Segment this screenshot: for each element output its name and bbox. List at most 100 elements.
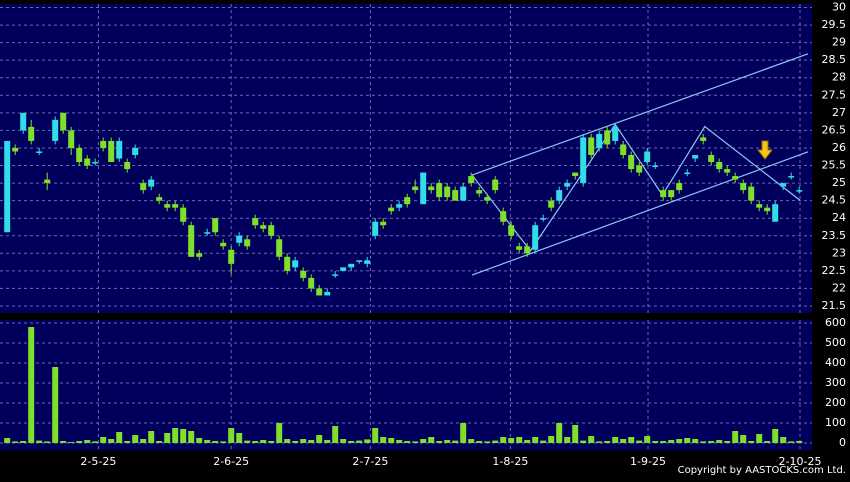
candle-body bbox=[668, 190, 675, 198]
volume-bar bbox=[628, 437, 635, 443]
volume-bar bbox=[524, 440, 531, 443]
candle-body bbox=[236, 235, 243, 243]
volume-bar bbox=[444, 440, 451, 443]
volume-bar bbox=[764, 441, 771, 443]
label-layer: 21.5 22 22.5 23 23.5 24 24.5 25 25.5 26 26.5 27 27.5… bbox=[80, 1, 846, 468]
candle-body bbox=[676, 183, 683, 191]
volume-bar bbox=[532, 437, 539, 443]
candle-body bbox=[756, 204, 763, 208]
volume-bar bbox=[732, 431, 739, 443]
volume-bar bbox=[276, 423, 283, 443]
y2-tick-label: 600 bbox=[825, 316, 846, 329]
volume-bar bbox=[580, 440, 587, 443]
candle-body bbox=[692, 154, 699, 159]
candle-body bbox=[108, 140, 115, 163]
candle-body bbox=[164, 204, 171, 208]
volume-bar bbox=[188, 431, 195, 443]
volume-bar bbox=[652, 441, 659, 443]
volume-bar bbox=[420, 439, 427, 443]
candle-body bbox=[116, 140, 123, 159]
candle-body bbox=[724, 169, 731, 173]
volume-bar bbox=[268, 441, 275, 443]
volume-bar bbox=[324, 440, 331, 443]
candle-body bbox=[300, 270, 307, 278]
candle-body bbox=[388, 207, 395, 212]
candle-body bbox=[396, 204, 403, 208]
volume-bar bbox=[236, 433, 243, 443]
volume-bar bbox=[788, 441, 795, 443]
volume-bar bbox=[100, 437, 107, 443]
volume-bar bbox=[124, 441, 131, 443]
volume-bar bbox=[604, 441, 611, 443]
candle-body bbox=[68, 130, 75, 148]
candle-body bbox=[484, 197, 491, 201]
copyright: Copyright by AASTOCKS.com Ltd. bbox=[678, 465, 846, 476]
y-tick-label: 21.5 bbox=[822, 299, 847, 312]
candle-body bbox=[12, 147, 19, 152]
volume-bar bbox=[516, 437, 523, 443]
volume-bar bbox=[204, 440, 211, 443]
volume-bar bbox=[68, 442, 75, 443]
volume-bar bbox=[156, 441, 163, 443]
candle-body bbox=[36, 151, 43, 153]
candle-body bbox=[276, 239, 283, 257]
candle-body bbox=[564, 183, 571, 187]
candle-body bbox=[212, 218, 219, 233]
volume-bar bbox=[612, 437, 619, 443]
volume-bar bbox=[172, 428, 179, 443]
candle-body bbox=[772, 204, 779, 222]
candle-body bbox=[516, 246, 523, 250]
candle-body bbox=[620, 144, 627, 155]
mark-layer bbox=[4, 112, 803, 443]
volume-bar bbox=[12, 441, 19, 443]
volume-panel bbox=[0, 320, 812, 450]
volume-bar bbox=[564, 437, 571, 443]
volume-bar bbox=[348, 441, 355, 443]
candle-body bbox=[796, 190, 803, 192]
volume-bar bbox=[372, 428, 379, 443]
candle-body bbox=[740, 183, 747, 191]
volume-bar bbox=[452, 440, 459, 443]
candle-body bbox=[324, 291, 331, 296]
y-tick-label: 29 bbox=[832, 36, 846, 49]
volume-bar bbox=[300, 439, 307, 443]
candle-body bbox=[292, 260, 299, 268]
y-tick-label: 23 bbox=[832, 246, 846, 259]
y2-tick-label: 200 bbox=[825, 396, 846, 409]
volume-bar bbox=[84, 440, 91, 443]
candle-body bbox=[460, 186, 467, 201]
volume-bar bbox=[284, 439, 291, 443]
volume-bar bbox=[540, 440, 547, 443]
volume-bar bbox=[180, 429, 187, 443]
candle-body bbox=[660, 190, 667, 198]
y2-tick-label: 500 bbox=[825, 336, 846, 349]
volume-bar bbox=[772, 429, 779, 443]
candle-body bbox=[764, 207, 771, 212]
volume-bar bbox=[412, 441, 419, 443]
volume-bar bbox=[76, 441, 83, 443]
volume-bar bbox=[636, 440, 643, 443]
y-tick-label: 26 bbox=[832, 141, 846, 154]
y2-tick-label: 0 bbox=[839, 436, 846, 449]
candle-body bbox=[636, 165, 643, 173]
y-tick-label: 28.5 bbox=[822, 53, 847, 66]
candle-body bbox=[156, 197, 163, 201]
volume-bar bbox=[292, 441, 299, 443]
volume-bar bbox=[740, 435, 747, 443]
volume-bar bbox=[396, 440, 403, 443]
volume-bar bbox=[148, 431, 155, 443]
y2-tick-label: 400 bbox=[825, 356, 846, 369]
candle-body bbox=[452, 190, 459, 201]
candle-body bbox=[340, 267, 347, 271]
volume-bar bbox=[644, 436, 651, 443]
volume-bar bbox=[692, 439, 699, 443]
volume-bar bbox=[468, 439, 475, 443]
volume-bar bbox=[28, 327, 35, 443]
candle-body bbox=[604, 130, 611, 145]
volume-bar bbox=[164, 433, 171, 443]
y2-tick-label: 100 bbox=[825, 416, 846, 429]
candle-body bbox=[548, 200, 555, 208]
candle-body bbox=[652, 165, 659, 168]
